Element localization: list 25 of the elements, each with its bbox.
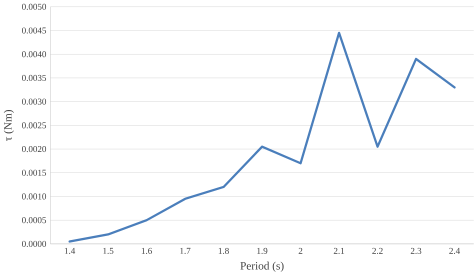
x-tick-label: 1.4: [64, 248, 76, 254]
y-tick-label: 0.0045: [22, 28, 46, 34]
y-tick-label: 0.0050: [22, 4, 46, 10]
x-tick-label: 1.5: [103, 248, 114, 254]
x-tick-label: 2.4: [449, 248, 460, 254]
y-tick-label: 0.0030: [22, 98, 46, 105]
y-tick-label: 0.0005: [22, 217, 46, 224]
y-tick-label: 0.0040: [22, 51, 46, 58]
x-tick-label: 2.3: [410, 248, 422, 254]
line-series: [68, 32, 456, 243]
y-tick-label: 0.0015: [22, 170, 46, 176]
y-tick-label: 0.0025: [22, 122, 46, 129]
y-tick-label: 0.0010: [22, 194, 46, 200]
x-tick-label: 1.9: [257, 248, 268, 254]
x-axis-title: Period (s): [240, 262, 284, 272]
y-tick-label: 0.0020: [22, 146, 46, 152]
y-tick-label: 0.0000: [22, 241, 46, 248]
x-tick-label: 1.6: [142, 248, 152, 254]
y-tick-label: 0.0035: [22, 75, 46, 82]
x-tick-label: 1.7: [180, 248, 190, 254]
x-tick-label: 2.1: [334, 248, 344, 254]
x-tick-label: 2: [298, 248, 302, 254]
x-tick-label: 2.2: [372, 248, 383, 254]
x-tick-label: 1.8: [218, 248, 229, 254]
y-axis-title: τ (Nm): [4, 110, 14, 142]
